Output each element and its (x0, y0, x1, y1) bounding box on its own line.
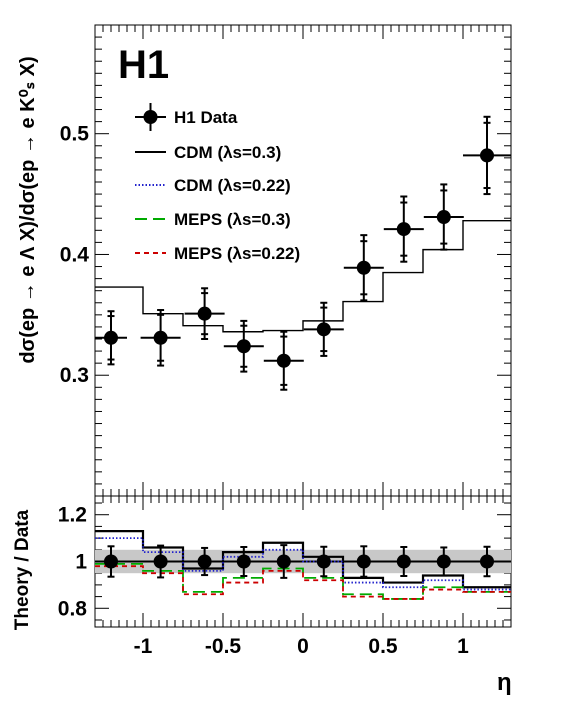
legend-label: CDM (λs=0.3) (174, 143, 281, 162)
ratio-data-point-marker (356, 554, 371, 569)
main-y-tick-label: 0.4 (60, 243, 90, 266)
ratio-series-cdm03 (95, 529, 511, 589)
x-tick-label: 1 (457, 635, 469, 658)
h1-data-point-marker (276, 353, 291, 368)
ratio-series-meps022 (95, 565, 511, 600)
legend-marker-point (143, 110, 158, 124)
h1-data-point-marker (436, 210, 451, 225)
ratio-y-tick-label: 1 (75, 551, 87, 574)
h1-data-point-marker (236, 339, 251, 354)
ratio-panel: -1 -0.5 0 0.5 1 0.8 1 1.2 (58, 495, 512, 658)
ratio-data-point-marker (480, 554, 494, 569)
x-tick-label: 0.5 (368, 635, 398, 658)
x-tick-label: -1 (134, 635, 153, 658)
x-tick-label: -0.5 (205, 635, 242, 658)
h1-data-point-marker (197, 306, 212, 321)
legend-label: H1 Data (174, 108, 238, 127)
x-axis-label: η (497, 669, 512, 696)
h1-data-point-marker (153, 330, 168, 345)
ratio-data-point-marker (104, 554, 118, 569)
h1-data-point-marker (480, 148, 494, 163)
ratio-data-point-marker (153, 554, 168, 569)
ratio-y-axis-label: Theory / Data (12, 509, 33, 630)
main-y-tick-label: 0.3 (60, 364, 89, 387)
ratio-y-tick-label: 0.8 (58, 597, 88, 620)
main-y-tick-label: 0.5 (60, 123, 90, 146)
ratio-data-point-marker (276, 554, 291, 569)
ratio-data-point-marker (236, 554, 251, 569)
chart-title: H1 (118, 43, 169, 87)
legend-label: MEPS (λs=0.22) (174, 244, 300, 263)
x-tick-label: 0 (297, 635, 309, 658)
ratio-data-point-marker (197, 554, 212, 569)
cdm-model-histogram (95, 219, 511, 333)
legend: H1 Data CDM (λs=0.3) CDM (λs=0.22) MEPS (λs… (135, 103, 300, 263)
main-frame (94, 24, 512, 497)
ratio-series-cdm022 (95, 537, 511, 591)
ratio-y-tick-label: 1.2 (58, 504, 87, 527)
h1-data-point-marker (356, 260, 371, 275)
main-panel: 0.3 0.4 0.5 (60, 24, 512, 497)
h1-data-point-marker (316, 322, 331, 337)
ratio-data-point-marker (316, 554, 331, 569)
h1-data-point-marker (396, 222, 411, 237)
legend-label: MEPS (λs=0.3) (174, 210, 291, 229)
h1-data-point-marker (104, 330, 118, 345)
ratio-data-point-marker (436, 554, 451, 569)
ratio-data-point-marker (396, 554, 411, 569)
main-y-axis-label: dσ(ep → e Λ X)/dσ(ep → e K⁰ₛ X) (17, 56, 39, 363)
legend-label: CDM (λs=0.22) (174, 176, 291, 195)
